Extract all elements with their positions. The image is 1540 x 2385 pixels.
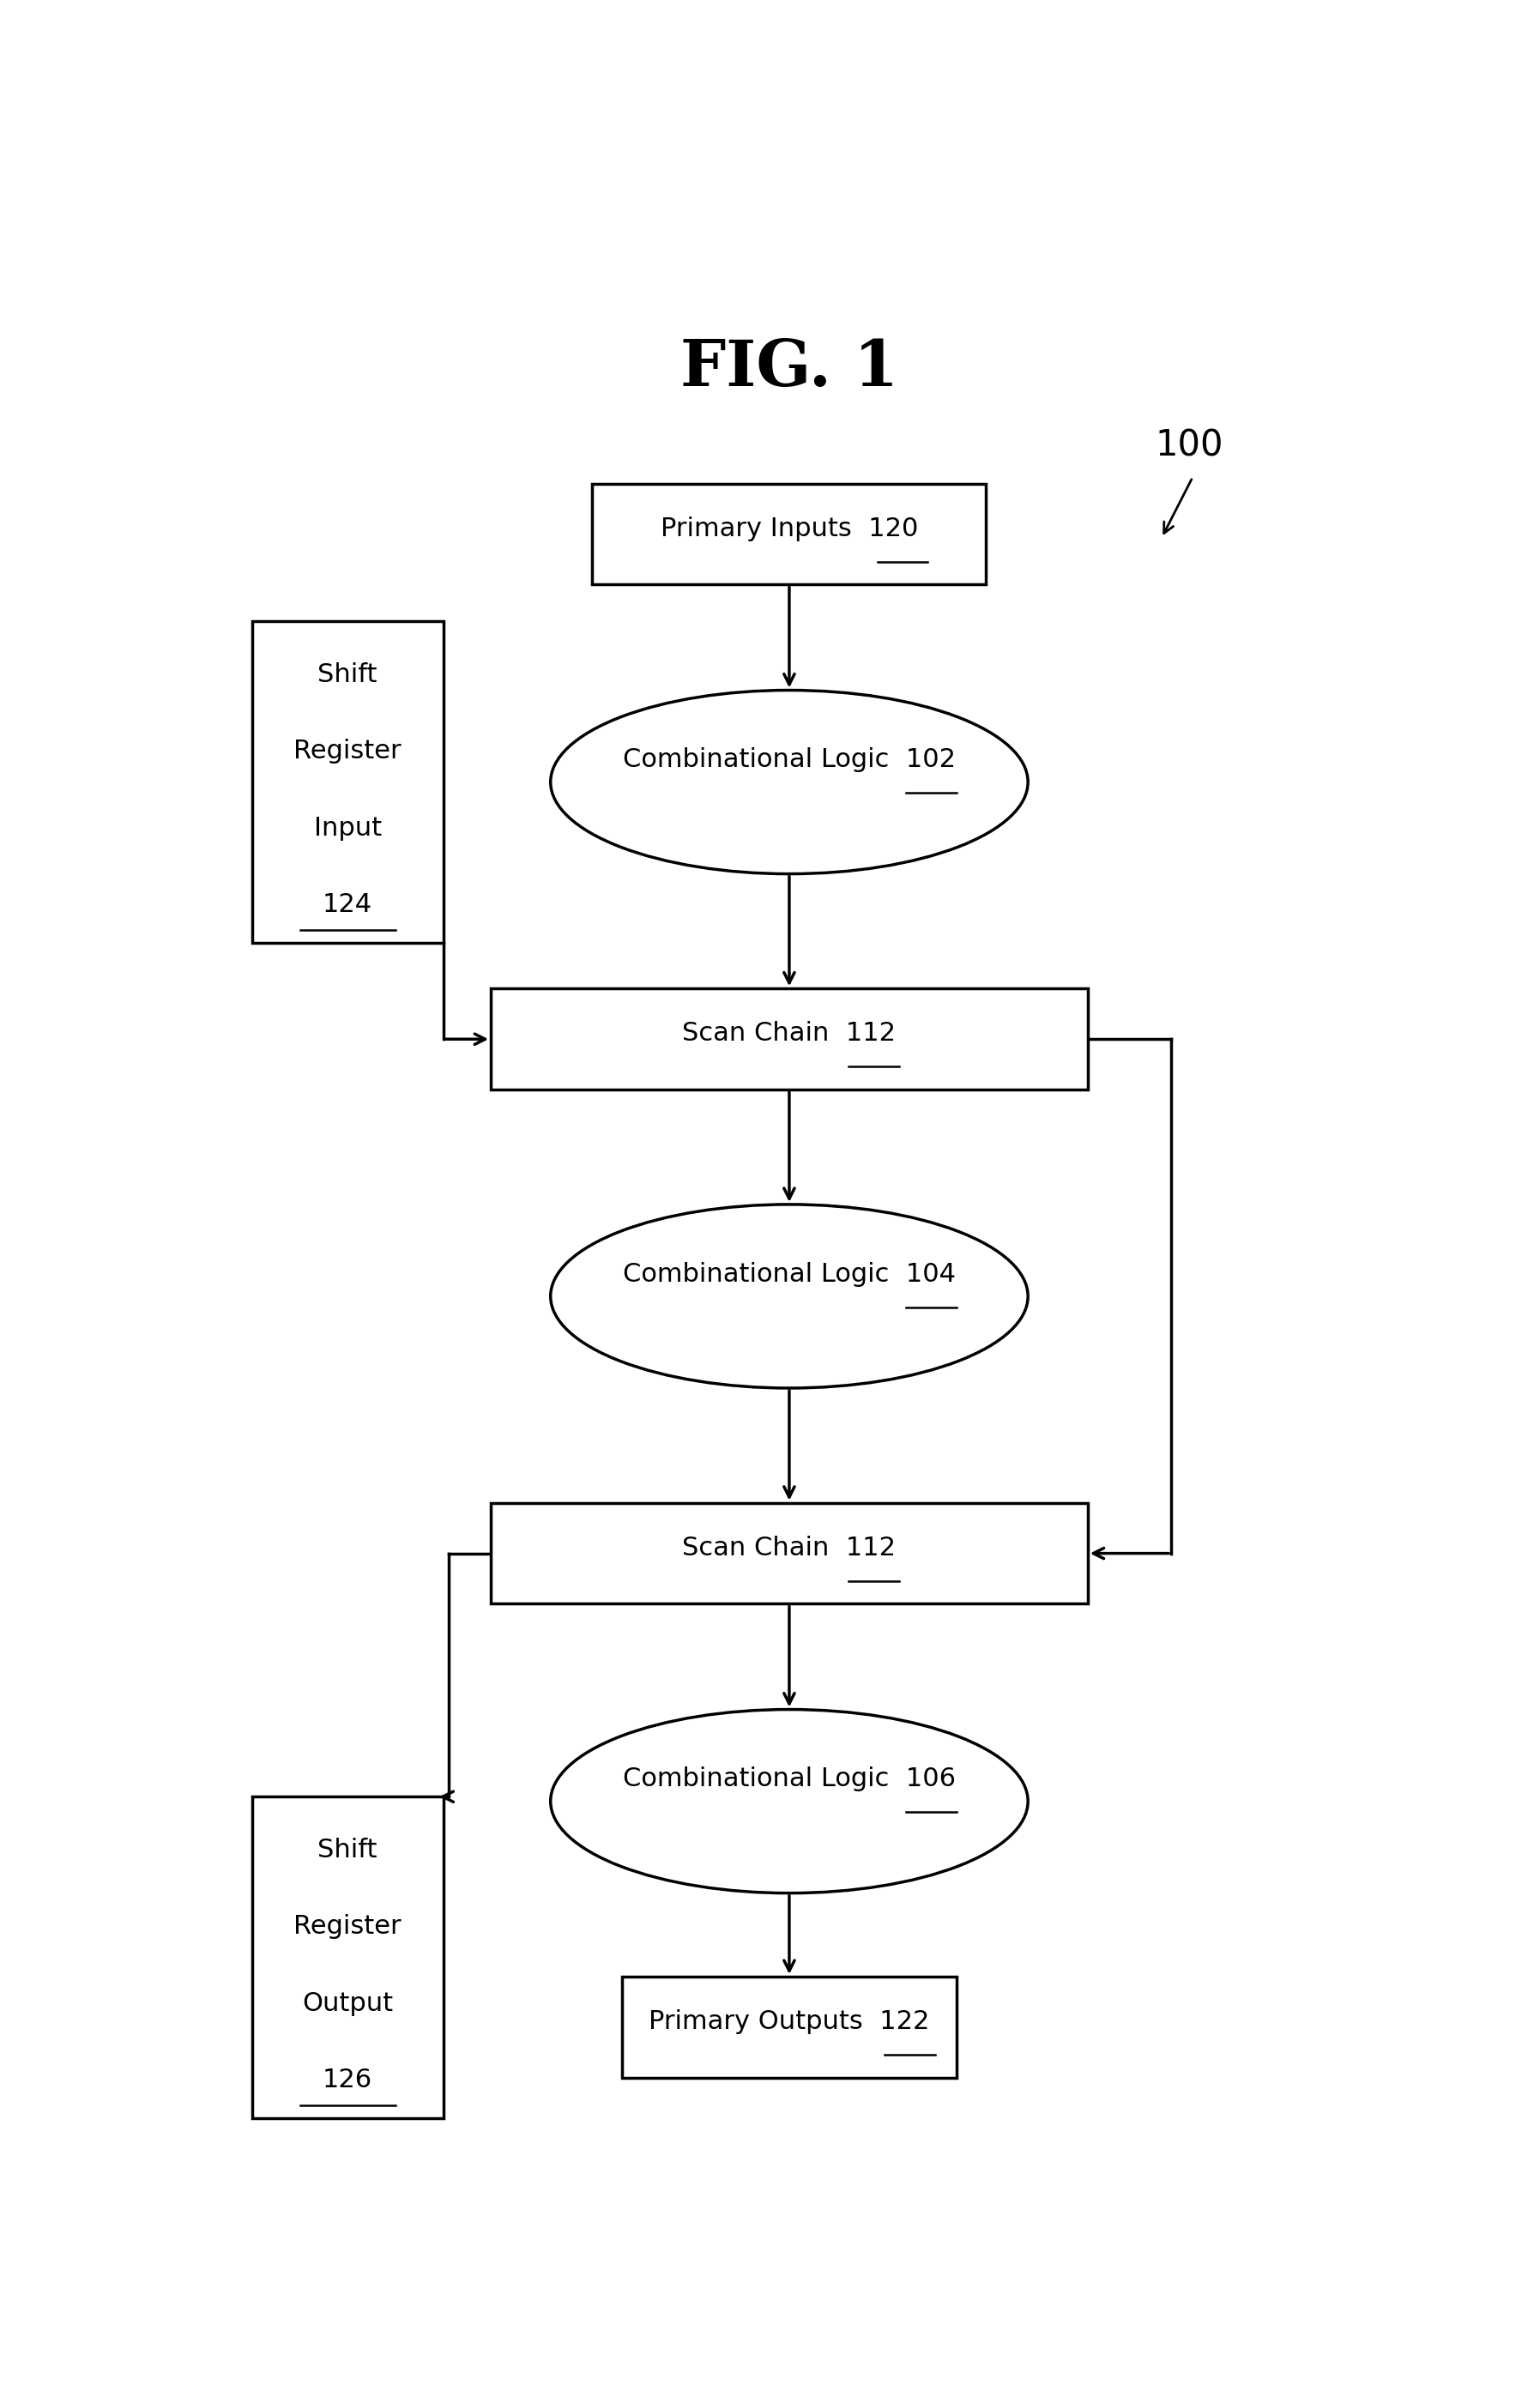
Text: 126: 126 bbox=[323, 2068, 373, 2092]
FancyBboxPatch shape bbox=[491, 990, 1087, 1090]
Ellipse shape bbox=[551, 689, 1029, 873]
Text: Combinational Logic  104: Combinational Logic 104 bbox=[622, 1262, 956, 1286]
Text: 100: 100 bbox=[1155, 427, 1223, 465]
Text: Shift: Shift bbox=[317, 1839, 377, 1863]
FancyBboxPatch shape bbox=[622, 1977, 956, 2077]
Text: Combinational Logic  102: Combinational Logic 102 bbox=[622, 747, 956, 773]
Text: Shift: Shift bbox=[317, 663, 377, 687]
Text: Primary Inputs  120: Primary Inputs 120 bbox=[661, 515, 918, 541]
FancyBboxPatch shape bbox=[491, 1503, 1087, 1603]
Text: Primary Outputs  122: Primary Outputs 122 bbox=[648, 2008, 930, 2034]
Text: Register: Register bbox=[294, 739, 402, 763]
Text: 124: 124 bbox=[323, 892, 373, 916]
Text: Register: Register bbox=[294, 1915, 402, 1939]
FancyBboxPatch shape bbox=[593, 484, 986, 584]
Ellipse shape bbox=[551, 1204, 1029, 1388]
Text: FIG. 1: FIG. 1 bbox=[681, 339, 898, 401]
FancyBboxPatch shape bbox=[253, 1796, 444, 2118]
Text: Combinational Logic  106: Combinational Logic 106 bbox=[622, 1767, 956, 1791]
Text: Scan Chain  112: Scan Chain 112 bbox=[682, 1536, 896, 1560]
Ellipse shape bbox=[551, 1710, 1029, 1894]
Text: Input: Input bbox=[314, 816, 382, 840]
Text: Output: Output bbox=[302, 1991, 393, 2015]
FancyBboxPatch shape bbox=[253, 622, 444, 942]
Text: Scan Chain  112: Scan Chain 112 bbox=[682, 1021, 896, 1047]
